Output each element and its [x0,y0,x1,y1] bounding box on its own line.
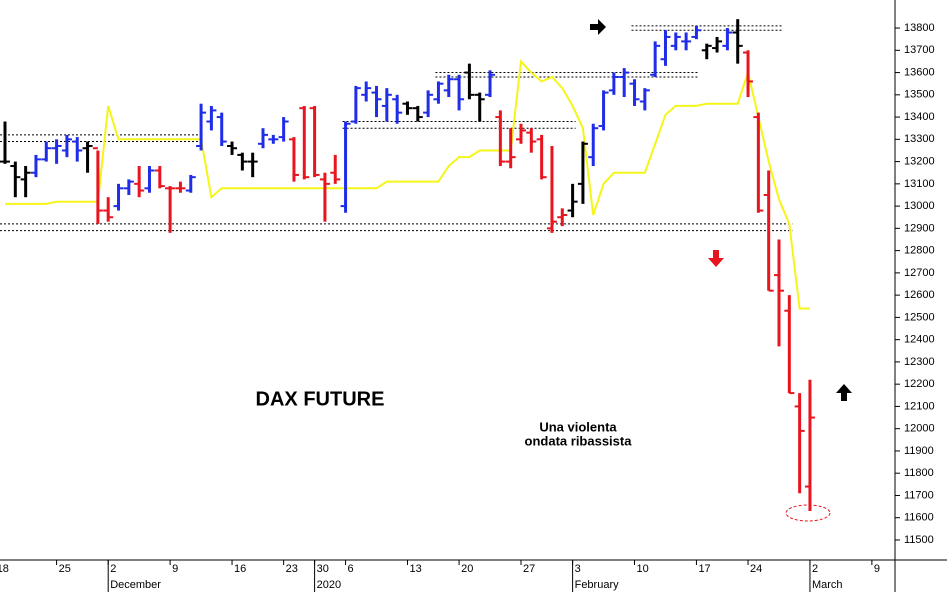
x-tick-label: 2 [110,563,116,575]
x-tick-label: 24 [750,563,762,575]
y-tick-label: 12300 [904,356,935,368]
y-tick-label: 12400 [904,334,935,346]
y-tick-label: 13100 [904,178,935,190]
x-tick-label: 9 [172,563,178,575]
x-tick-label: 9 [874,563,880,575]
x-tick-label: 10 [637,563,649,575]
annotation: ondata ribassista [525,433,633,448]
y-tick-label: 11500 [904,534,934,546]
y-tick-label: 11600 [904,512,934,524]
y-tick-label: 12100 [904,400,935,412]
y-tick-label: 11800 [904,467,934,479]
arrow-up [836,384,852,401]
x-group-label: February [575,579,620,591]
y-tick-label: 13400 [904,111,935,123]
arrow-down [708,250,724,267]
y-tick-label: 12700 [904,267,935,279]
x-tick-label: 2 [812,563,818,575]
highlight-ellipse [785,504,831,522]
x-tick-label: 18 [0,563,9,575]
y-tick-label: 13800 [904,22,935,34]
y-tick-label: 12000 [904,423,935,435]
x-tick-label: 16 [234,563,246,575]
x-tick-label: 17 [698,563,710,575]
x-group-label: December [110,579,161,591]
annotation: Una violenta [539,419,617,434]
y-tick-label: 13600 [904,66,935,78]
x-tick-label: 6 [348,563,354,575]
x-group-label: 2020 [317,579,341,591]
x-tick-label: 3 [575,563,581,575]
y-tick-label: 12800 [904,245,935,257]
y-tick-label: 13300 [904,133,935,145]
y-tick-label: 13500 [904,89,935,101]
chart-title: DAX FUTURE [256,388,385,410]
y-tick-label: 13700 [904,44,935,56]
x-tick-label: 13 [409,563,421,575]
y-tick-label: 12500 [904,311,935,323]
x-tick-label: 30 [317,563,329,575]
y-tick-label: 12200 [904,378,935,390]
moving-average-line [5,59,810,310]
x-group-label: March [812,579,843,591]
y-tick-label: 12600 [904,289,935,301]
x-tick-label: 27 [523,563,535,575]
y-tick-label: 11700 [904,489,934,501]
x-tick-label: 23 [286,563,298,575]
x-tick-label: 20 [461,563,473,575]
arrow-right [590,19,606,35]
y-tick-label: 13000 [904,200,935,212]
x-tick-label: 25 [59,563,71,575]
y-tick-label: 11900 [904,445,934,457]
y-tick-label: 12900 [904,222,935,234]
y-tick-label: 13200 [904,155,935,167]
